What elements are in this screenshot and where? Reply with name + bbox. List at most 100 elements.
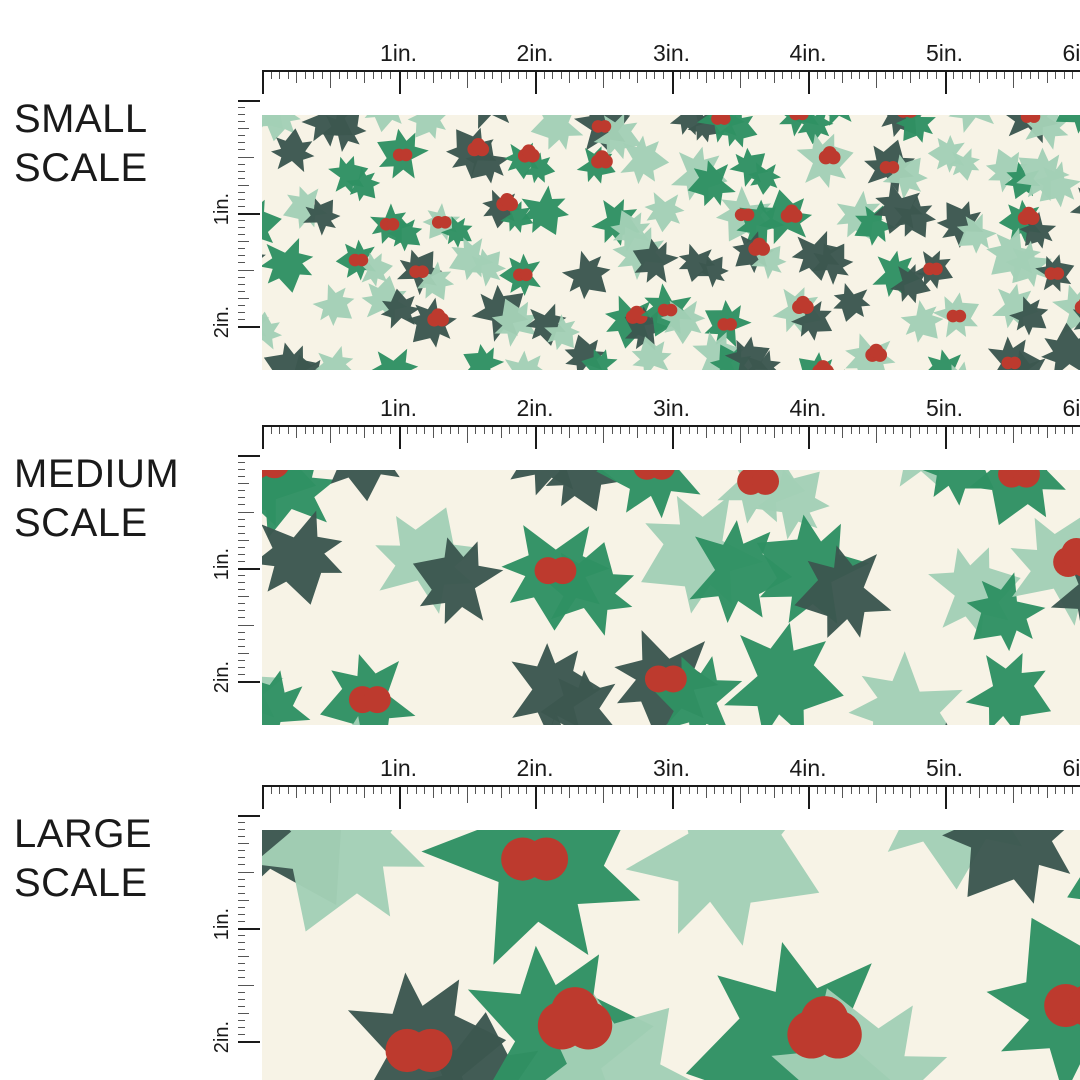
ruler-tick-medium	[637, 427, 638, 438]
ruler-tick-small	[910, 72, 911, 83]
ruler-tick-medium	[902, 427, 903, 434]
ruler-tick-medium	[672, 427, 674, 449]
ruler-tick-medium	[364, 427, 365, 438]
ruler-tick-medium	[979, 427, 980, 438]
v-ruler-tick-small	[238, 262, 245, 263]
ruler-tick-large	[808, 787, 810, 809]
ruler-tick-medium	[757, 427, 758, 434]
v-ruler-tick-large	[238, 956, 249, 957]
fabric-pattern-small[interactable]	[262, 115, 1080, 370]
ruler-tick-large	[646, 787, 647, 794]
ruler-tick-large	[927, 787, 928, 794]
v-ruler-label-1in-medium: 1in.	[211, 548, 234, 580]
ruler-tick-medium	[842, 427, 843, 438]
ruler-tick-small	[467, 72, 468, 88]
ruler-tick-medium	[339, 427, 340, 434]
ruler-tick-small	[706, 72, 707, 83]
v-ruler-label-2in-large: 2in.	[211, 1021, 234, 1053]
v-ruler-tick-large	[238, 1020, 245, 1021]
ruler-tick-small	[936, 72, 937, 79]
ruler-tick-large	[714, 787, 715, 794]
ruler-tick-small	[893, 72, 894, 79]
v-ruler-tick-medium	[238, 596, 249, 597]
v-ruler-tick-large	[238, 886, 245, 887]
ruler-tick-medium	[936, 427, 937, 434]
ruler-tick-large	[723, 787, 724, 794]
ruler-tick-medium	[509, 427, 510, 434]
v-ruler-tick-large	[238, 857, 245, 858]
v-ruler-tick-small	[238, 277, 245, 278]
ruler-tick-large	[962, 787, 963, 794]
ruler-tick-medium	[987, 427, 988, 434]
ruler-tick-medium	[885, 427, 886, 434]
v-ruler-tick-small	[238, 326, 260, 328]
v-ruler-tick-large	[238, 963, 245, 964]
ruler-tick-medium	[1038, 427, 1039, 434]
ruler-tick-small	[313, 72, 314, 79]
v-ruler-tick-large	[238, 949, 245, 950]
ruler-tick-small	[782, 72, 783, 79]
ruler-label-3in-large: 3in.	[653, 755, 690, 782]
ruler-label-6in-large: 6in.	[1062, 755, 1080, 782]
ruler-tick-small	[509, 72, 510, 79]
ruler-tick-medium	[910, 427, 911, 438]
ruler-tick-medium	[407, 427, 408, 434]
ruler-tick-medium	[953, 427, 954, 434]
ruler-tick-medium	[569, 427, 570, 438]
ruler-tick-large	[842, 787, 843, 798]
ruler-tick-small	[1004, 72, 1005, 79]
ruler-tick-small	[851, 72, 852, 79]
ruler-tick-large	[1047, 787, 1048, 798]
ruler-tick-large	[1055, 787, 1056, 794]
ruler-label-4in-medium: 4in.	[789, 395, 826, 422]
ruler-tick-large	[782, 787, 783, 794]
ruler-label-5in-large: 5in.	[926, 755, 963, 782]
v-ruler-tick-medium	[238, 455, 260, 457]
ruler-tick-large	[902, 787, 903, 794]
ruler-tick-large	[680, 787, 681, 794]
v-ruler-tick-medium	[238, 625, 254, 626]
ruler-tick-medium	[834, 427, 835, 434]
ruler-tick-medium	[1013, 427, 1014, 443]
ruler-tick-small	[1038, 72, 1039, 79]
v-ruler-tick-medium	[238, 469, 245, 470]
v-ruler-tick-large	[238, 935, 245, 936]
ruler-tick-small	[646, 72, 647, 79]
ruler-tick-medium	[654, 427, 655, 434]
ruler-tick-medium	[945, 427, 947, 449]
ruler-label-2in-large: 2in.	[516, 755, 553, 782]
ruler-tick-medium	[1021, 427, 1022, 434]
v-ruler-tick-medium	[238, 610, 245, 611]
ruler-tick-large	[629, 787, 630, 794]
ruler-tick-medium	[629, 427, 630, 434]
ruler-tick-small	[774, 72, 775, 83]
ruler-tick-small	[654, 72, 655, 79]
ruler-tick-medium	[868, 427, 869, 434]
ruler-tick-large	[953, 787, 954, 794]
v-ruler-tick-medium	[238, 667, 245, 668]
fabric-pattern-large[interactable]	[262, 830, 1080, 1080]
ruler-tick-small	[945, 72, 947, 94]
ruler-tick-small	[279, 72, 280, 79]
ruler-tick-medium	[817, 427, 818, 434]
ruler-tick-large	[322, 787, 323, 794]
ruler-tick-medium	[680, 427, 681, 434]
ruler-tick-small	[680, 72, 681, 79]
v-ruler-tick-small	[238, 142, 245, 143]
ruler-tick-medium	[919, 427, 920, 434]
ruler-tick-medium	[279, 427, 280, 434]
v-ruler-tick-small	[238, 298, 249, 299]
ruler-tick-large	[595, 787, 596, 794]
ruler-tick-small	[859, 72, 860, 79]
v-ruler-tick-small	[238, 248, 245, 249]
ruler-tick-large	[765, 787, 766, 794]
ruler-tick-small	[791, 72, 792, 79]
ruler-tick-small	[458, 72, 459, 79]
ruler-tick-small	[868, 72, 869, 79]
fabric-pattern-medium[interactable]	[262, 470, 1080, 725]
ruler-tick-large	[637, 787, 638, 798]
v-ruler-tick-small	[238, 135, 245, 136]
ruler-tick-medium	[620, 427, 621, 434]
v-ruler-tick-large	[238, 992, 245, 993]
ruler-tick-medium	[663, 427, 664, 434]
